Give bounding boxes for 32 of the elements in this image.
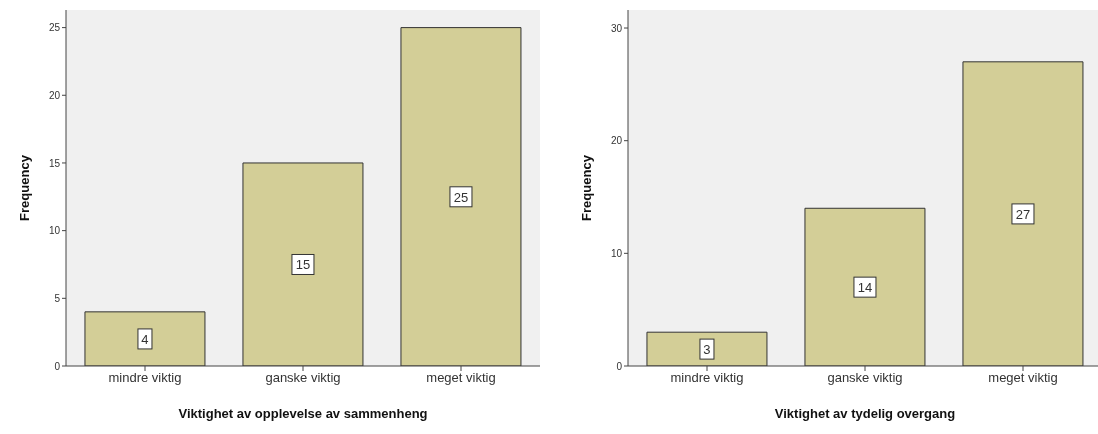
y-tick-label: 5 — [54, 292, 61, 304]
bar — [804, 207, 926, 366]
x-tick-label: mindre viktig — [670, 370, 744, 386]
x-tick-label: mindre viktig — [108, 370, 182, 386]
y-tick-label: 15 — [48, 157, 61, 169]
data-label: 14 — [857, 280, 873, 296]
x-tick-label: ganske viktig — [265, 370, 341, 386]
bar — [400, 27, 522, 366]
data-label: 4 — [141, 331, 149, 347]
data-label: 3 — [703, 342, 711, 358]
data-label: 27 — [1015, 206, 1031, 222]
y-tick-label: 20 — [610, 135, 623, 147]
y-tick-label: 30 — [610, 22, 623, 34]
y-tick-label: 10 — [610, 247, 623, 259]
x-axis-title: Viktighet av opplevelse av sammenheng — [178, 406, 428, 421]
y-tick-label: 10 — [48, 225, 61, 237]
y-tick-label: 0 — [54, 360, 61, 372]
bar — [242, 162, 364, 366]
x-tick-label: meget viktig — [426, 370, 496, 386]
x-tick-label: meget viktig — [988, 370, 1058, 386]
x-tick-label: ganske viktig — [827, 370, 903, 386]
y-axis-title: Frequency — [16, 154, 32, 221]
bar — [962, 61, 1084, 366]
data-label: 15 — [295, 257, 311, 273]
x-axis-title: Viktighet av tydelig overgang — [774, 406, 956, 421]
y-axis-title: Frequency — [578, 154, 594, 221]
bar — [646, 331, 768, 366]
bar — [84, 311, 206, 366]
y-tick-label: 0 — [616, 360, 623, 372]
y-tick-label: 20 — [48, 89, 61, 101]
data-label: 25 — [453, 189, 469, 205]
y-tick-label: 25 — [48, 22, 61, 34]
